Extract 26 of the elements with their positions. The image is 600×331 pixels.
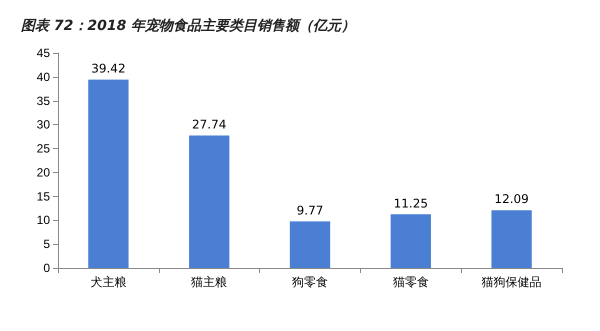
bar [88, 80, 129, 268]
data-label: 12.09 [494, 192, 529, 206]
y-tick-label: 0 [43, 261, 50, 275]
y-tick-label: 40 [36, 70, 50, 84]
y-tick-label: 15 [36, 189, 50, 204]
bar [491, 210, 532, 268]
bar [290, 221, 330, 268]
x-tick-label: 猫零食 [392, 275, 429, 289]
y-tick-label: 30 [36, 118, 50, 132]
y-tick-label: 20 [36, 165, 50, 180]
y-tick-label: 10 [36, 213, 50, 228]
x-tick-label: 猫主粮 [191, 275, 228, 289]
x-tick-label: 猫狗保健品 [482, 275, 542, 289]
y-tick-label: 35 [36, 94, 50, 108]
bar [390, 214, 431, 268]
bar [189, 135, 230, 268]
data-label: 27.74 [192, 117, 226, 132]
x-tick-label: 犬主粮 [90, 275, 126, 289]
x-tick-label: 狗零食 [292, 275, 328, 289]
y-tick-label: 25 [36, 142, 50, 156]
y-tick-label: 5 [43, 237, 50, 252]
y-tick-label: 45 [36, 46, 50, 60]
data-label: 11.25 [394, 196, 428, 210]
data-label: 39.42 [91, 62, 126, 76]
data-label: 9.77 [296, 203, 324, 218]
chart-title: 图表 72：2018 年宠物食品主要类目销售额（亿元） [21, 17, 356, 34]
